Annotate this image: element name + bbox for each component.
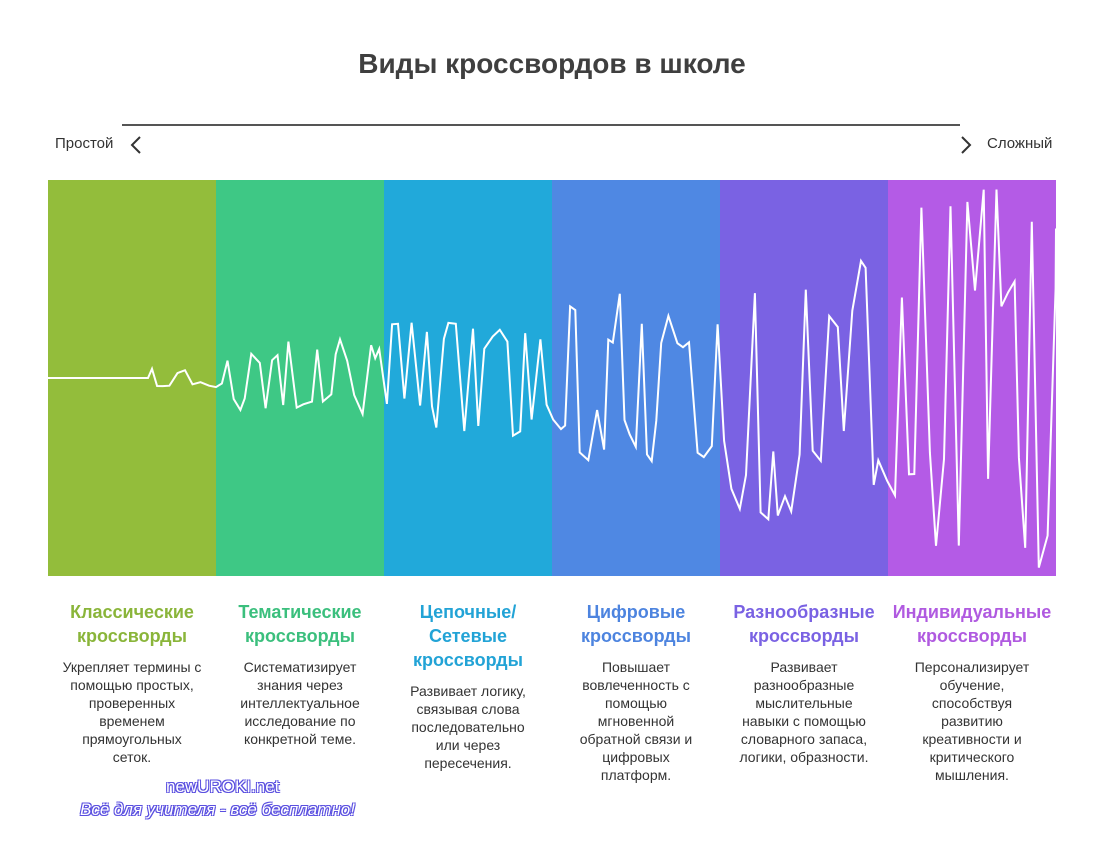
column-description: Развивает разнообразные мыслительные нав… [739,659,869,765]
chevron-left-icon [130,136,141,154]
column-chain: Цепочные/ Сетевые кроссворды Развивает л… [384,600,552,772]
column-title: Классические кроссворды [70,602,194,646]
column-title: Индивидуальные кроссворды [892,602,1052,646]
column-classic: Классические кроссворды Укрепляет термин… [48,600,216,766]
column-description: Персонализирует обучение, способствуя ра… [914,659,1030,783]
column-diverse: Разнообразные кроссворды Развивает разно… [720,600,888,766]
column-description: Развивает логику, связывая слова последо… [410,683,526,771]
watermark-site: newUROKI.net [166,777,280,796]
column-description: Укрепляет термины с помощью простых, про… [62,659,202,765]
scale-right-label: Сложный [987,135,1053,152]
scale-left-label: Простой [55,135,114,152]
watermark-slogan: Всё для учителя - всё бесплатно! [80,800,355,819]
band-diverse [720,180,888,576]
column-individual: Индивидуальные кроссворды Персонализируе… [888,600,1056,784]
column-title: Цифровые кроссворды [581,602,691,646]
column-description: Повышает вовлеченность с помощью мгновен… [579,659,693,783]
complexity-scale-line [122,124,960,126]
column-digital: Цифровые кроссворды Повышает вовлеченнос… [552,600,720,784]
column-title: Тематические кроссворды [238,602,362,646]
waveform-line [48,189,1056,568]
column-title: Цепочные/ Сетевые кроссворды [413,602,523,670]
column-thematic: Тематические кроссворды Систематизирует … [216,600,384,748]
page-title: Виды кроссвордов в школе [358,48,746,79]
chevron-right-icon [961,136,972,154]
column-title: Разнообразные кроссворды [733,602,875,646]
column-description: Систематизирует знания через интеллектуа… [240,659,360,747]
band-thematic [216,180,384,576]
complexity-waveform [48,189,1056,568]
